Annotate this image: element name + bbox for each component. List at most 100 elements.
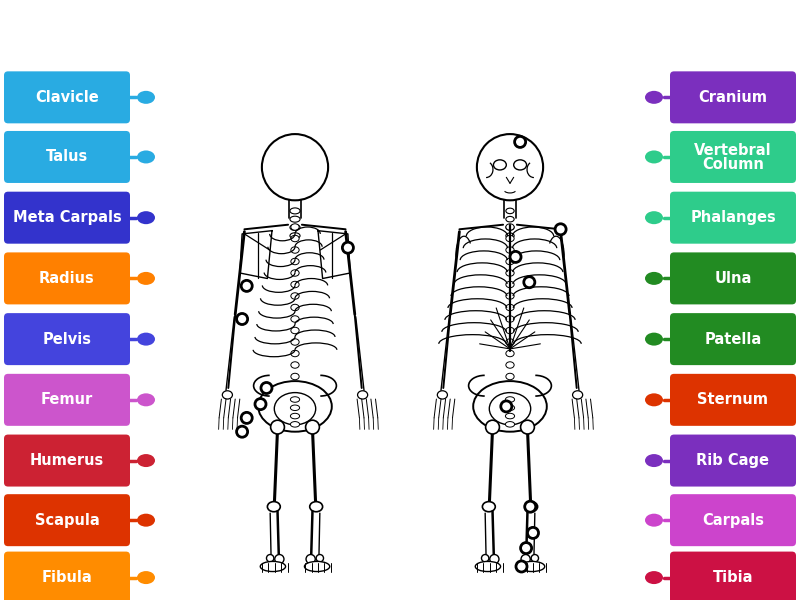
Circle shape [521,420,534,434]
Circle shape [525,501,536,512]
FancyBboxPatch shape [4,434,130,487]
FancyBboxPatch shape [670,313,796,365]
Ellipse shape [137,514,155,527]
Circle shape [241,412,252,424]
FancyBboxPatch shape [4,131,130,183]
Circle shape [514,136,526,148]
Ellipse shape [291,373,299,380]
Circle shape [531,554,538,562]
Text: Ulna: Ulna [714,271,752,286]
Ellipse shape [290,224,300,230]
Circle shape [521,542,532,554]
Ellipse shape [291,339,299,345]
Ellipse shape [291,258,299,265]
Circle shape [501,401,512,412]
Text: Femur: Femur [41,392,93,407]
FancyBboxPatch shape [4,551,130,600]
FancyBboxPatch shape [4,494,130,546]
Ellipse shape [645,211,663,224]
Text: Patella: Patella [704,332,762,347]
Ellipse shape [291,327,299,334]
Circle shape [521,554,530,564]
Ellipse shape [267,502,280,512]
Text: Vertebral: Vertebral [694,143,772,158]
FancyBboxPatch shape [670,131,796,183]
Ellipse shape [290,397,300,402]
FancyBboxPatch shape [4,253,130,304]
FancyBboxPatch shape [670,551,796,600]
Ellipse shape [137,211,155,224]
Ellipse shape [645,91,663,104]
Text: Fibula: Fibula [42,570,92,585]
Ellipse shape [506,397,514,402]
Ellipse shape [490,392,530,425]
FancyBboxPatch shape [670,494,796,546]
Circle shape [516,561,527,572]
Ellipse shape [645,571,663,584]
Circle shape [241,280,252,292]
Ellipse shape [645,151,663,163]
Ellipse shape [291,247,299,253]
Ellipse shape [137,454,155,467]
Circle shape [266,554,274,562]
Text: Carpals: Carpals [702,512,764,527]
Ellipse shape [506,235,514,242]
Ellipse shape [506,362,514,368]
Text: Phalanges: Phalanges [690,210,776,225]
Ellipse shape [291,281,299,288]
Ellipse shape [291,270,299,276]
FancyBboxPatch shape [670,434,796,487]
Ellipse shape [519,562,545,572]
Ellipse shape [290,422,300,427]
Circle shape [270,420,285,434]
Ellipse shape [291,316,299,322]
Ellipse shape [506,327,514,334]
Ellipse shape [475,562,501,572]
Ellipse shape [506,217,514,222]
Ellipse shape [290,413,300,419]
Ellipse shape [506,413,514,419]
Text: Meta Carpals: Meta Carpals [13,210,122,225]
Ellipse shape [506,373,514,380]
Circle shape [237,313,248,325]
Ellipse shape [506,293,514,299]
Circle shape [261,382,272,394]
Circle shape [477,134,543,200]
Text: Cranium: Cranium [698,90,767,105]
Ellipse shape [137,332,155,346]
Circle shape [342,242,354,253]
Ellipse shape [506,422,514,427]
Ellipse shape [290,208,300,214]
Ellipse shape [291,224,299,230]
Ellipse shape [645,514,663,527]
FancyBboxPatch shape [4,313,130,365]
Ellipse shape [506,224,514,230]
FancyBboxPatch shape [670,374,796,426]
Ellipse shape [645,394,663,406]
Text: Humerus: Humerus [30,453,104,468]
Ellipse shape [291,350,299,357]
Circle shape [306,420,319,434]
Ellipse shape [506,350,514,357]
Circle shape [510,251,521,262]
Circle shape [306,554,315,564]
Ellipse shape [506,281,514,288]
Ellipse shape [514,160,526,170]
Circle shape [527,527,538,538]
Ellipse shape [137,394,155,406]
Ellipse shape [137,151,155,163]
Text: Talus: Talus [46,149,88,164]
Ellipse shape [506,405,514,410]
Circle shape [274,554,284,564]
Text: Pelvis: Pelvis [42,332,91,347]
Ellipse shape [290,405,300,410]
Text: Tibia: Tibia [713,570,754,585]
Ellipse shape [137,272,155,285]
FancyBboxPatch shape [4,71,130,124]
Ellipse shape [258,381,332,432]
Ellipse shape [506,208,514,214]
Ellipse shape [525,502,538,512]
Circle shape [490,554,499,564]
Ellipse shape [506,339,514,345]
Ellipse shape [305,562,330,572]
